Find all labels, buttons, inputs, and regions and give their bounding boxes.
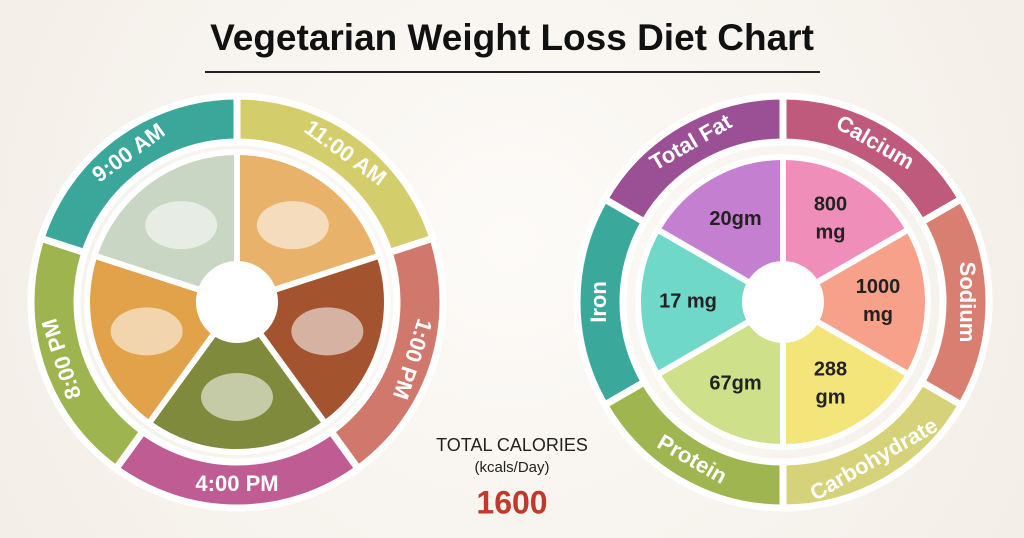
nutrient-wedge bbox=[653, 153, 786, 288]
segment-label: Sodium bbox=[955, 262, 980, 343]
nutrient-value: 800 mg bbox=[814, 194, 847, 244]
nutrient-wedge bbox=[780, 316, 913, 451]
meal-dish bbox=[110, 307, 183, 356]
nutrient-wedge bbox=[635, 225, 755, 379]
nutrient-wedge bbox=[811, 225, 931, 379]
calories-label: TOTAL CALORIES bbox=[436, 435, 588, 455]
calories-value: 1600 bbox=[476, 484, 547, 520]
segment-label: 4:00 PM bbox=[195, 471, 278, 496]
nutrient-wedge bbox=[653, 316, 786, 451]
title: Vegetarian Weight Loss Diet Chart bbox=[210, 17, 814, 58]
calories-unit: (kcals/Day) bbox=[474, 459, 549, 476]
meal-dish bbox=[201, 373, 273, 421]
segment-label: Iron bbox=[586, 281, 611, 323]
nutrient-value: 1000 mg bbox=[856, 276, 901, 326]
nutrient-value: 288 gm bbox=[814, 359, 847, 409]
wheel-hub bbox=[202, 267, 272, 337]
meal-dish bbox=[145, 201, 218, 250]
nutrient-value: 67gm bbox=[709, 373, 761, 395]
nutrient-value: 17 mg bbox=[659, 290, 717, 312]
nutrient-wedge bbox=[780, 153, 913, 288]
nutrient-segment bbox=[599, 92, 787, 227]
time-segment bbox=[36, 92, 241, 257]
meal-dish bbox=[291, 307, 364, 356]
meal-dish bbox=[256, 201, 329, 250]
nutrient-value: 20gm bbox=[709, 208, 761, 230]
nutrient-hub bbox=[747, 266, 819, 338]
